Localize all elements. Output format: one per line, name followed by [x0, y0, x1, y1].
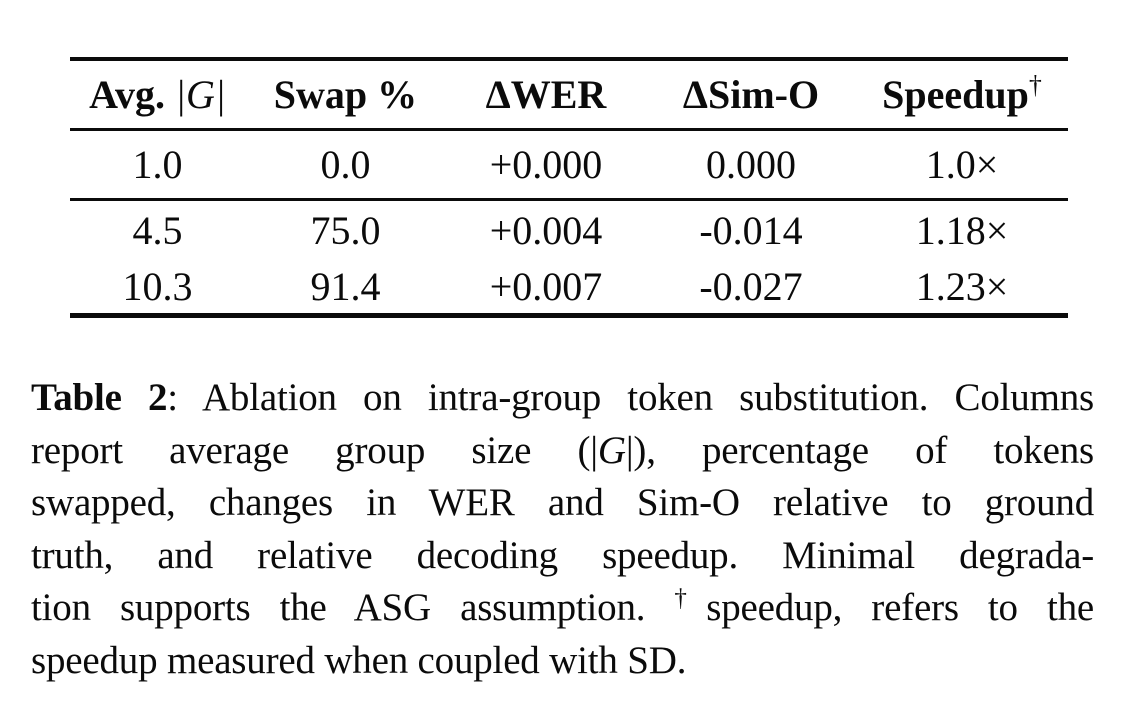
cell-speedup: 1.23×: [915, 264, 1009, 310]
cell-delta-simo: -0.014: [699, 208, 803, 254]
caption-line-6: speedup measured when coupled with SD.: [31, 638, 687, 682]
caption-line-3: swapped, changes in WER and Sim-O relati…: [31, 481, 1094, 524]
cell-delta-simo: -0.027: [699, 264, 803, 310]
cell-delta-wer: +0.000: [489, 141, 603, 187]
cell-speedup: 1.0×: [925, 141, 999, 187]
col-header-delta-wer: ΔWER: [485, 71, 607, 117]
caption-label: Table 2: [31, 376, 168, 419]
caption-line-2: report average group size (|G|), percent…: [31, 428, 1094, 472]
cell-speedup: 1.18×: [915, 208, 1009, 254]
ablation-table-wrap: Avg. |G| Swap % ΔWER ΔSim-O Speedup† 1.0…: [70, 57, 1068, 318]
dagger-superscript: †: [674, 585, 707, 612]
caption-line-1: Table 2: Ablation on intra-group token s…: [31, 376, 1095, 419]
caption-line-5: tion supports the ASG assumption. †speed…: [31, 585, 1094, 629]
cell-avg-group: 4.5: [132, 208, 183, 254]
col-header-swap-pct: Swap %: [273, 71, 418, 117]
table-header-row: Avg. |G| Swap % ΔWER ΔSim-O Speedup†: [70, 59, 1068, 129]
speedup-label: Speedup: [882, 71, 1029, 117]
cell-swap-pct: 91.4: [310, 264, 381, 310]
ablation-results-table: Avg. |G| Swap % ΔWER ΔSim-O Speedup† 1.0…: [70, 57, 1068, 318]
group-size-math-symbol: |G|: [175, 71, 226, 117]
cell-avg-group: 10.3: [122, 264, 193, 310]
col-header-delta-simo: ΔSim-O: [682, 71, 820, 117]
col-header-speedup: Speedup†: [856, 59, 1068, 129]
dagger-superscript: †: [1028, 70, 1042, 100]
avg-label: Avg.: [89, 71, 166, 117]
table-row: 10.3 91.4 +0.007 -0.027 1.23×: [70, 261, 1068, 315]
cell-swap-pct: 0.0: [320, 141, 371, 187]
cell-swap-pct: 75.0: [310, 208, 381, 254]
cell-delta-wer: +0.007: [489, 264, 603, 310]
group-size-math-symbol: G: [597, 428, 626, 472]
cell-delta-wer: +0.004: [489, 208, 603, 254]
table-row: 4.5 75.0 +0.004 -0.014 1.18×: [70, 199, 1068, 261]
table-caption: Table 2: Ablation on intra-group token s…: [31, 372, 1094, 687]
cell-delta-simo: 0.000: [706, 141, 796, 187]
col-header-avg-group-size: Avg. |G|: [70, 59, 245, 129]
table-row-baseline: 1.0 0.0 +0.000 0.000 1.0×: [70, 129, 1068, 199]
caption-line-4: truth, and relative decoding speedup. Mi…: [31, 533, 1094, 577]
cell-avg-group: 1.0: [132, 141, 183, 187]
